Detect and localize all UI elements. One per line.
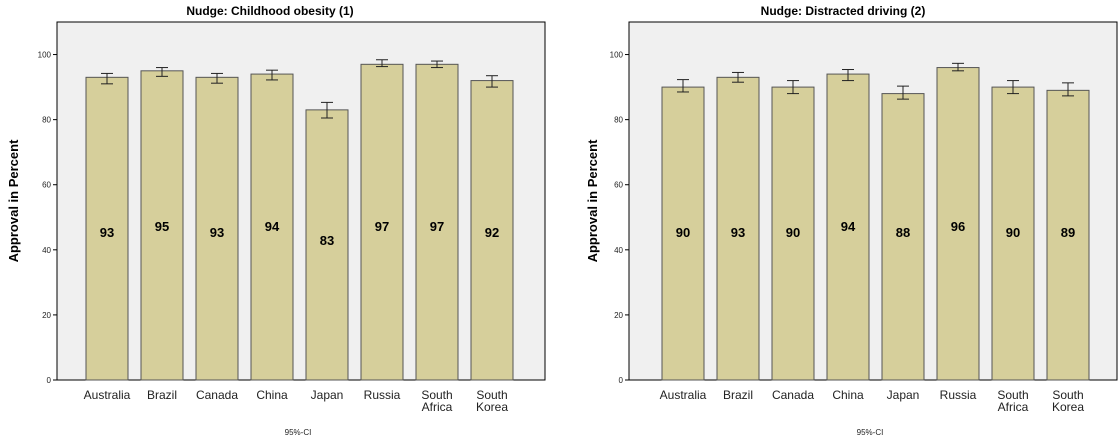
x-tick-label: Korea [1052, 400, 1084, 414]
x-axis-label: 95%-CI [285, 428, 312, 437]
y-tick-label: 100 [610, 51, 624, 60]
x-tick-label: South [1052, 388, 1083, 402]
x-tick-label: Africa [998, 400, 1029, 414]
y-tick-label: 40 [42, 246, 51, 255]
x-tick-label: Australia [660, 388, 707, 402]
bar [716, 76, 760, 381]
x-tick-label: Australia [84, 388, 131, 402]
y-tick-label: 60 [42, 181, 51, 190]
plot-area [56, 21, 546, 381]
x-tick-label: South [421, 388, 452, 402]
y-tick-label: 40 [614, 246, 623, 255]
y-tick-label: 100 [38, 51, 52, 60]
data-label: 90 [786, 225, 800, 240]
x-tick-label: Russia [364, 388, 401, 402]
x-tick-label: Japan [887, 388, 920, 402]
data-label: 94 [265, 219, 280, 234]
bar [305, 109, 349, 381]
y-tick-label: 20 [42, 311, 51, 320]
data-label: 88 [896, 225, 910, 240]
y-tick-label: 80 [614, 116, 623, 125]
y-tick-label: 60 [614, 181, 623, 190]
bar [826, 73, 870, 381]
x-tick-label: South [997, 388, 1028, 402]
bar [415, 63, 459, 381]
x-tick-label: Brazil [723, 388, 753, 402]
y-axis-label: Approval in Percent [6, 139, 21, 262]
y-axis-label: Approval in Percent [585, 139, 600, 262]
chart-panel-2: Nudge: Distracted driving (2) Approval in… [585, 4, 1118, 437]
data-label: 94 [841, 219, 856, 234]
x-tick-label: Japan [311, 388, 344, 402]
data-label: 93 [100, 225, 114, 240]
data-label: 97 [430, 219, 444, 234]
bar [470, 80, 514, 381]
data-label: 89 [1061, 225, 1075, 240]
bar [881, 93, 925, 381]
bar [85, 76, 129, 381]
x-axis-label: 95%-CI [857, 428, 884, 437]
x-tick-label: China [832, 388, 864, 402]
x-tick-label: Canada [772, 388, 814, 402]
bar [991, 86, 1035, 381]
chart-title: Nudge: Distracted driving (2) [761, 4, 926, 18]
chart-title: Nudge: Childhood obesity (1) [186, 4, 353, 18]
y-tick-label: 0 [47, 376, 52, 385]
data-label: 93 [210, 225, 224, 240]
x-tick-label: China [256, 388, 288, 402]
x-tick-label: Canada [196, 388, 238, 402]
data-label: 83 [320, 233, 334, 248]
x-tick-label: Brazil [147, 388, 177, 402]
data-label: 90 [1006, 225, 1020, 240]
data-label: 97 [375, 219, 389, 234]
data-label: 93 [731, 225, 745, 240]
plot-area [628, 21, 1118, 381]
bar [250, 73, 294, 381]
x-tick-label: Korea [476, 400, 508, 414]
x-tick-label: South [476, 388, 507, 402]
bar [360, 63, 404, 381]
y-tick-label: 80 [42, 116, 51, 125]
bar [661, 86, 705, 381]
data-label: 90 [676, 225, 690, 240]
bar [771, 86, 815, 381]
y-tick-label: 20 [614, 311, 623, 320]
data-label: 96 [951, 219, 965, 234]
y-tick-label: 0 [619, 376, 624, 385]
data-label: 95 [155, 219, 169, 234]
x-tick-label: Russia [940, 388, 977, 402]
bar [1046, 89, 1090, 381]
data-label: 92 [485, 225, 499, 240]
bar [140, 70, 184, 381]
chart-panel-1: Nudge: Childhood obesity (1) Approval in … [6, 4, 546, 437]
x-tick-label: Africa [422, 400, 453, 414]
